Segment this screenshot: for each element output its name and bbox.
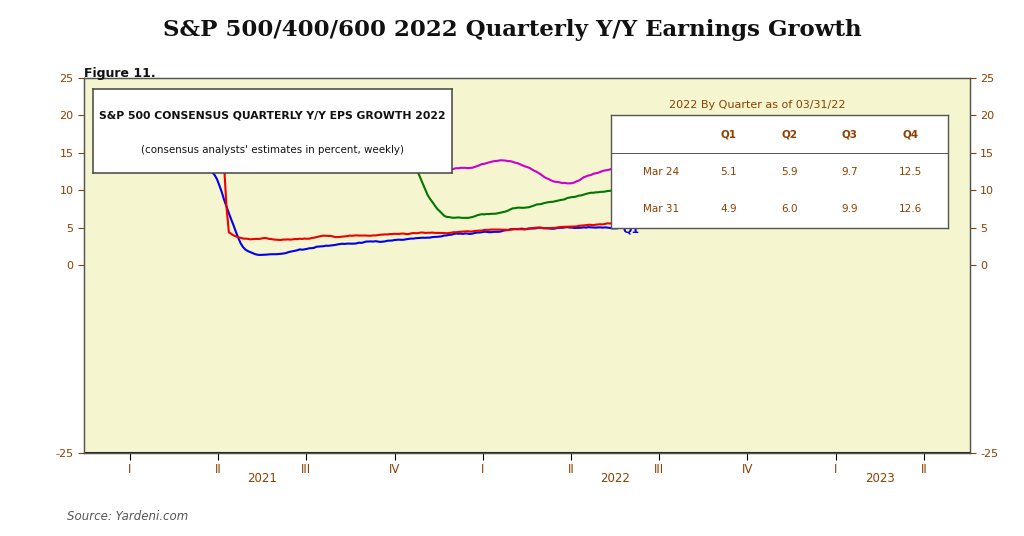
Text: S&P 500/400/600 2022 Quarterly Y/Y Earnings Growth: S&P 500/400/600 2022 Quarterly Y/Y Earni… [163,19,861,41]
Text: Figure 11.: Figure 11. [84,67,156,80]
Text: Q2: Q2 [623,215,639,225]
Text: Q4: Q4 [623,163,639,174]
Text: 2023: 2023 [865,472,895,485]
Text: Q3: Q3 [623,185,639,195]
Text: Source: Yardeni.com: Source: Yardeni.com [67,510,187,523]
Text: 2021: 2021 [247,472,278,485]
Text: Q1: Q1 [623,224,639,234]
Text: 2022 By Quarter as of 03/31/22: 2022 By Quarter as of 03/31/22 [669,100,846,110]
Text: 2022: 2022 [600,472,630,485]
